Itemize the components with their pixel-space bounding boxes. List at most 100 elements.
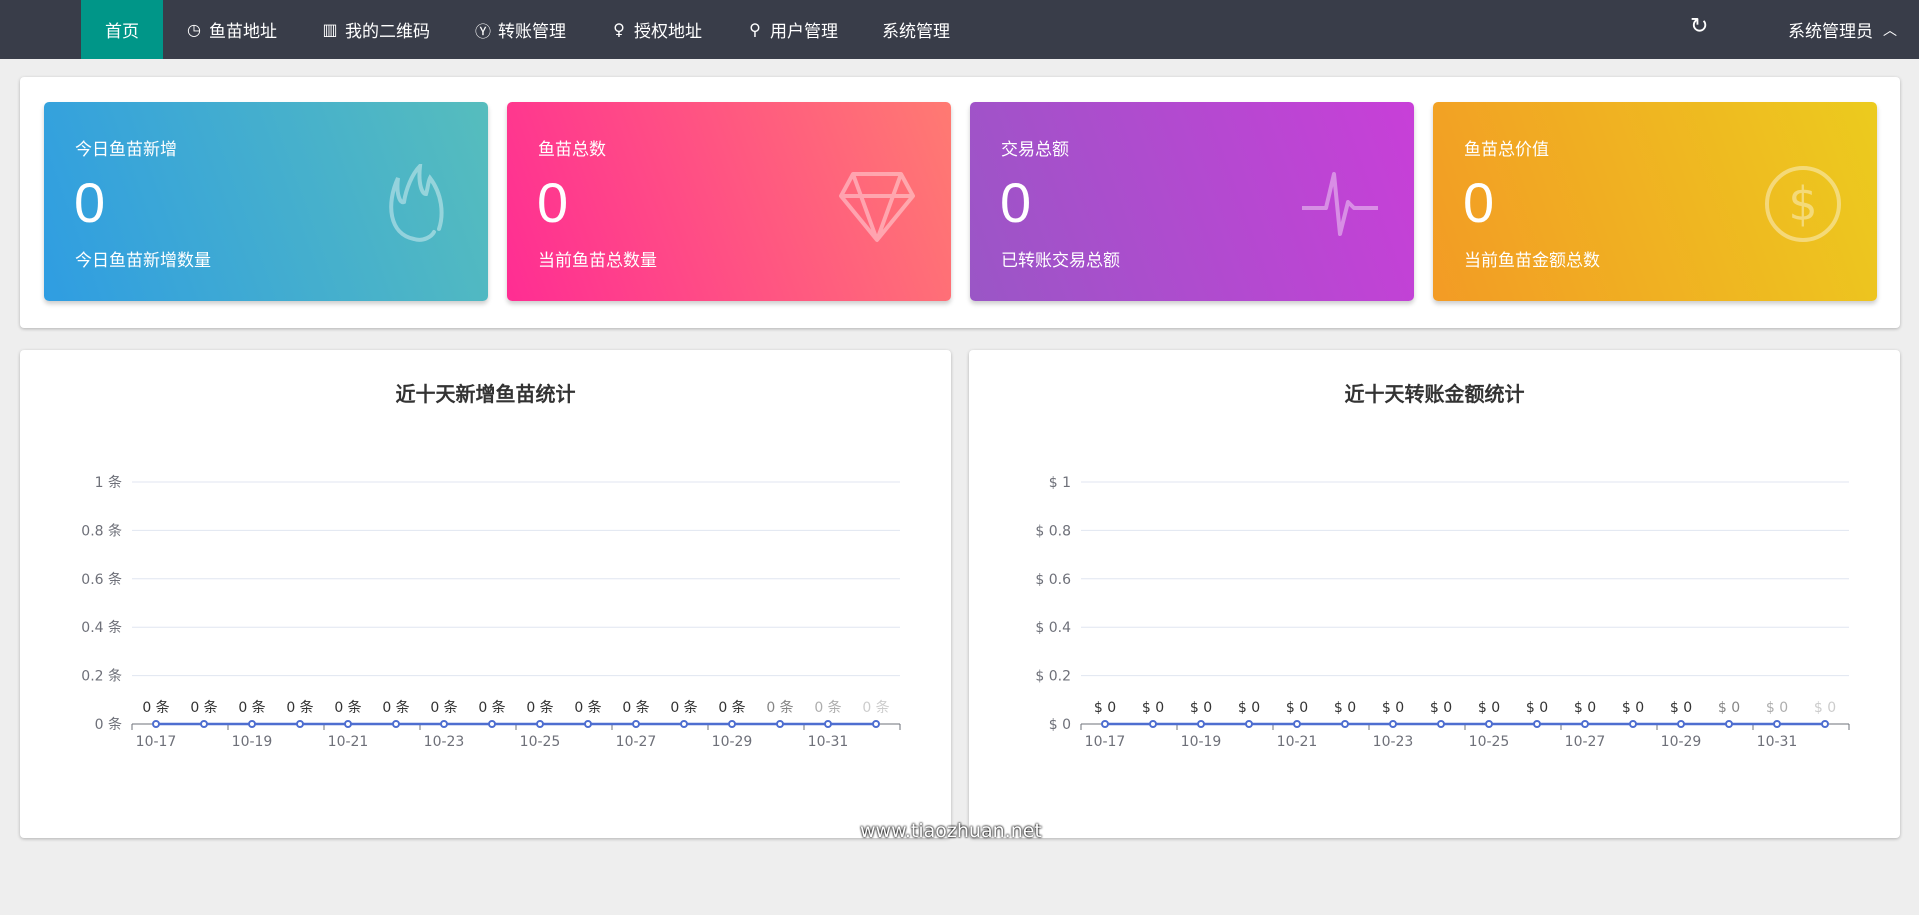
data-label: $ 0 xyxy=(1766,700,1788,716)
user-name: 系统管理员 xyxy=(1788,22,1873,42)
data-point xyxy=(1821,720,1829,728)
card-fish-value: 鱼苗总价值 0 当前鱼苗金额总数 $ xyxy=(1433,102,1877,301)
data-label: $ 0 xyxy=(1478,700,1500,716)
x-tick-label: 10-29 xyxy=(1661,734,1702,750)
nav-label: 用户管理 xyxy=(770,22,838,42)
data-point xyxy=(200,720,208,728)
x-tick-label: 10-19 xyxy=(232,734,273,750)
data-point xyxy=(1197,720,1205,728)
card-trade-total: 交易总额 0 已转账交易总额 xyxy=(970,102,1414,301)
data-label: $ 0 xyxy=(1622,700,1644,716)
data-label: $ 0 xyxy=(1334,700,1356,716)
y-tick-label: 0 条 xyxy=(95,716,122,733)
data-label: 0 条 xyxy=(190,699,217,716)
data-point xyxy=(728,720,736,728)
chart-panel-transfer: 近十天转账金额统计 $ 0 $ 0.2 $ 0.4 $ 0.6 $ 0.8 $ 1 10-1… xyxy=(969,350,1900,838)
data-label: $ 0 xyxy=(1190,700,1212,716)
data-point xyxy=(824,720,832,728)
data-point xyxy=(1149,720,1157,728)
pulse-icon xyxy=(1302,172,1378,236)
data-label: $ 0 xyxy=(1094,700,1116,716)
nav-home[interactable]: 首页 xyxy=(81,0,163,59)
line-chart-transfer: $ 0 $ 0.2 $ 0.4 $ 0.6 $ 0.8 $ 1 10-17 10-19 10-2… xyxy=(1035,475,1850,750)
user-icon: ⚲ xyxy=(749,20,761,39)
user-menu[interactable]: 系统管理员 ︿ xyxy=(1788,0,1897,59)
chevron-up-icon: ︿ xyxy=(1883,22,1897,39)
card-subtitle: 已转账交易总额 xyxy=(1001,251,1120,271)
card-subtitle: 当前鱼苗金额总数 xyxy=(1464,251,1600,271)
y-tick-label: $ 1 xyxy=(1049,475,1071,491)
chart-panel-new-fish: 近十天新增鱼苗统计 0 条 0.2 条 0.4 条 0.6 条 0.8 条 1 条 10-1… xyxy=(20,350,951,838)
nav-auth-address[interactable]: ♀ 授权地址 xyxy=(588,0,724,59)
data-label: 0 条 xyxy=(670,699,697,716)
data-point xyxy=(1533,720,1541,728)
dollar-icon: $ xyxy=(1765,166,1841,242)
data-point xyxy=(1293,720,1301,728)
card-value: 0 xyxy=(537,171,569,234)
y-tick-label: 0.8 条 xyxy=(81,522,122,539)
card-value: 0 xyxy=(74,171,106,234)
nav-label: 我的二维码 xyxy=(345,22,430,42)
y-tick-label: 0.2 条 xyxy=(81,668,122,685)
y-tick-label: $ 0 xyxy=(1049,717,1071,733)
x-tick-label: 10-27 xyxy=(616,734,657,750)
data-label: $ 0 xyxy=(1382,700,1404,716)
y-tick-label: $ 0.4 xyxy=(1035,620,1071,636)
data-point xyxy=(584,720,592,728)
data-point xyxy=(488,720,496,728)
y-tick-label: $ 0.2 xyxy=(1035,669,1071,685)
data-point xyxy=(296,720,304,728)
data-label: 0 条 xyxy=(382,699,409,716)
data-label: $ 0 xyxy=(1718,700,1740,716)
y-tick-label: 0.4 条 xyxy=(81,619,122,636)
data-label: $ 0 xyxy=(1238,700,1260,716)
nav-users[interactable]: ⚲ 用户管理 xyxy=(724,0,860,59)
data-label: $ 0 xyxy=(1142,700,1164,716)
data-label: $ 0 xyxy=(1286,700,1308,716)
x-tick-label: 10-23 xyxy=(424,734,465,750)
x-tick-label: 10-19 xyxy=(1181,734,1222,750)
x-tick-label: 10-21 xyxy=(328,734,369,750)
data-label: 0 条 xyxy=(334,699,361,716)
data-point xyxy=(1389,720,1397,728)
x-tick-label: 10-29 xyxy=(712,734,753,750)
data-label: 0 条 xyxy=(574,699,601,716)
data-label: 0 条 xyxy=(286,699,313,716)
data-label: 0 条 xyxy=(862,699,889,716)
key-icon: ♀ xyxy=(613,20,625,39)
chart-title: 近十天转账金额统计 xyxy=(1344,382,1525,406)
data-point xyxy=(680,720,688,728)
card-title: 鱼苗总数 xyxy=(538,140,606,160)
data-label: $ 0 xyxy=(1574,700,1596,716)
card-value: 0 xyxy=(1463,171,1495,234)
x-tick-label: 10-17 xyxy=(1085,734,1126,750)
y-tick-label: $ 0.8 xyxy=(1035,523,1071,539)
data-point xyxy=(1245,720,1253,728)
data-label: 0 条 xyxy=(622,699,649,716)
data-point xyxy=(344,720,352,728)
data-point xyxy=(632,720,640,728)
nav-fish-address[interactable]: ◷ 鱼苗地址 xyxy=(163,0,299,59)
svg-text:$: $ xyxy=(1788,177,1817,231)
card-title: 今日鱼苗新增 xyxy=(75,140,177,160)
nav-transfer[interactable]: Ⓨ 转账管理 xyxy=(452,0,588,59)
data-label: 0 条 xyxy=(478,699,505,716)
chart-title: 近十天新增鱼苗统计 xyxy=(395,382,576,406)
nav-qrcode[interactable]: ▥ 我的二维码 xyxy=(299,0,452,59)
y-tick-label: $ 0.6 xyxy=(1035,572,1071,588)
qrcode-icon: ▥ xyxy=(322,20,338,39)
data-label: 0 条 xyxy=(238,699,265,716)
x-tick-label: 10-25 xyxy=(1469,734,1510,750)
data-point xyxy=(1485,720,1493,728)
data-label: 0 条 xyxy=(430,699,457,716)
x-tick-label: 10-31 xyxy=(1757,734,1798,750)
line-chart-new-fish: 0 条 0.2 条 0.4 条 0.6 条 0.8 条 1 条 10-17 10-19 10-2… xyxy=(81,474,901,750)
nav-system[interactable]: 系统管理 xyxy=(860,0,972,59)
card-subtitle: 当前鱼苗总数量 xyxy=(538,251,657,271)
data-label: 0 条 xyxy=(814,699,841,716)
x-tick-label: 10-23 xyxy=(1373,734,1414,750)
card-subtitle: 今日鱼苗新增数量 xyxy=(75,251,211,271)
data-point xyxy=(152,720,160,728)
data-label: $ 0 xyxy=(1814,700,1836,716)
refresh-icon[interactable]: ↻ xyxy=(1690,14,1709,39)
